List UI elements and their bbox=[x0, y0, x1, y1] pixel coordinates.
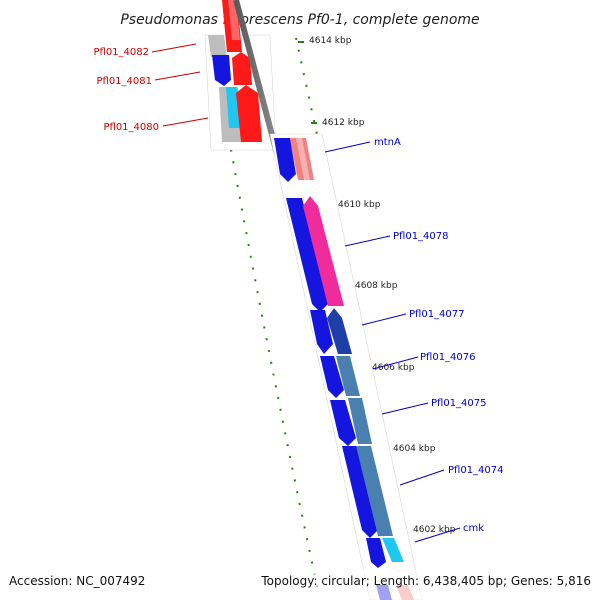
gene-mtna[interactable] bbox=[274, 138, 314, 182]
gene-label-pfl01-4076[interactable]: Pfl01_4076 bbox=[420, 352, 476, 363]
left-label-leaders bbox=[151, 43, 209, 127]
gene-cmk[interactable] bbox=[366, 538, 404, 568]
gene-pfl01-4075[interactable] bbox=[330, 398, 372, 446]
gene-pfl01-4077[interactable] bbox=[310, 308, 352, 354]
map-title: Pseudomonas fluorescens Pf0-1, complete … bbox=[120, 12, 479, 28]
gene-label-pfl01-4078[interactable]: Pfl01_4078 bbox=[393, 231, 449, 242]
gene-pfl01-4074[interactable] bbox=[342, 446, 393, 538]
kbp-label-4602: 4602 kbp bbox=[413, 525, 456, 535]
gene-label-pfl01-4075[interactable]: Pfl01_4075 bbox=[431, 398, 487, 409]
gene-pfl01-4078[interactable] bbox=[286, 196, 344, 312]
genome-summary-text: Topology: circular; Length: 6,438,405 bp… bbox=[260, 574, 591, 588]
kbp-label-4608: 4608 kbp bbox=[355, 281, 398, 291]
kbp-label-4612: 4612 kbp bbox=[322, 118, 365, 128]
gene-label-cmk[interactable]: cmk bbox=[463, 523, 484, 534]
kbp-label-4606: 4606 kbp bbox=[372, 363, 415, 373]
gene-label-pfl01-4074[interactable]: Pfl01_4074 bbox=[448, 465, 504, 476]
gene-label-pfl01-4082[interactable]: Pfl01_4082 bbox=[93, 47, 149, 58]
gene-label-pfl01-4081[interactable]: Pfl01_4081 bbox=[96, 76, 152, 87]
gene-pfl01-4080[interactable] bbox=[219, 85, 262, 142]
kbp-label-4614: 4614 kbp bbox=[309, 36, 352, 46]
footer-backdrop bbox=[0, 570, 600, 600]
gene-pfl01-4076[interactable] bbox=[320, 356, 360, 398]
gene-pfl01-4081[interactable] bbox=[212, 52, 252, 86]
gene-label-mtna[interactable]: mtnA bbox=[374, 137, 401, 148]
kbp-label-4604: 4604 kbp bbox=[393, 444, 436, 454]
kbp-label-4610: 4610 kbp bbox=[338, 200, 381, 210]
gene-label-pfl01-4080[interactable]: Pfl01_4080 bbox=[103, 122, 159, 133]
gene-label-pfl01-4077[interactable]: Pfl01_4077 bbox=[409, 309, 465, 320]
accession-text: Accession: NC_007492 bbox=[9, 574, 145, 588]
right-label-leaders bbox=[324, 141, 461, 543]
